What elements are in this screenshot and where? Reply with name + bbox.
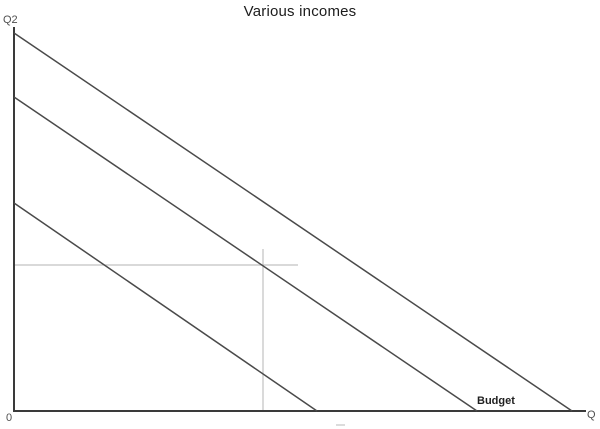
budget-line-low-income bbox=[13, 202, 318, 412]
origin-label: 0 bbox=[6, 412, 13, 424]
budget-line-high-income bbox=[13, 32, 573, 412]
faint-artifact-mark bbox=[336, 424, 345, 426]
chart-title: Various incomes bbox=[243, 3, 357, 20]
y-axis-label: Q2 bbox=[3, 14, 18, 26]
budget-line-middle-income bbox=[13, 96, 478, 412]
budget-line-annotation: Budget bbox=[477, 395, 515, 407]
x-axis-label: Q bbox=[587, 409, 596, 421]
